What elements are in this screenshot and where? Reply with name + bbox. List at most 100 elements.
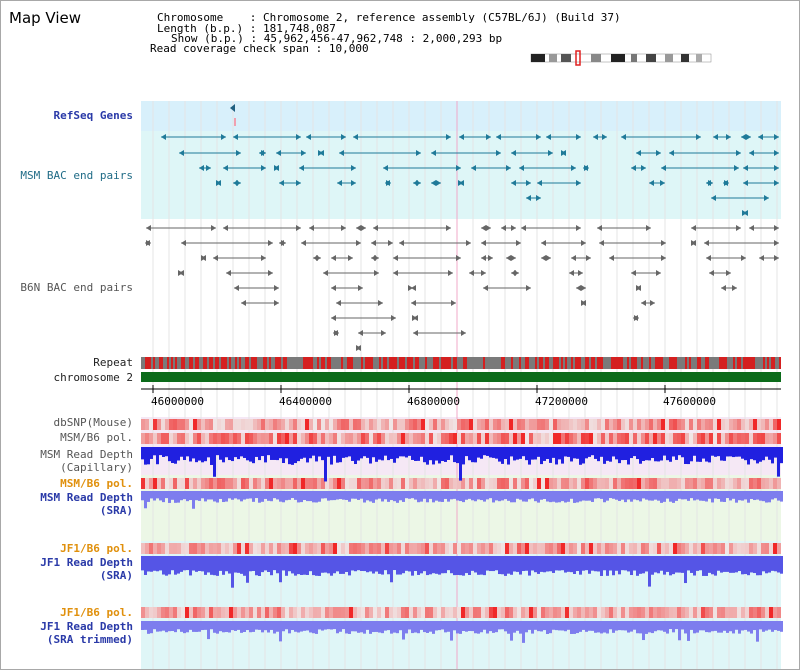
dbsnp-cell [425, 419, 429, 430]
b6n-bac-end-marker [331, 285, 336, 291]
jf1-depth-trim-bar [567, 621, 570, 630]
msm-b6-pol-cell [733, 433, 737, 444]
msm-depth-capillary-bar [711, 447, 714, 456]
msm-b6-pol-2-cell [457, 478, 461, 489]
msm-depth-capillary-bar [687, 447, 690, 465]
msm-b6-pol-2-cell [453, 478, 457, 489]
msm-bac-end-marker [436, 180, 441, 186]
jf1-b6-pol-cell [697, 543, 701, 554]
msm-b6-pol-2-cell [325, 478, 329, 489]
msm-depth-sra-bar [621, 491, 624, 500]
msm-depth-sra-bar [477, 491, 480, 500]
msm-b6-pol-2-cell [341, 478, 345, 489]
dbsnp-cell [261, 419, 265, 430]
jf1-b6-pol-2-cell [749, 607, 753, 618]
jf1-depth-trim-bar [690, 621, 693, 630]
jf1-b6-pol-cell [165, 543, 169, 554]
jf1-depth-trim-bar [387, 621, 390, 631]
msm-b6-pol-2-cell [149, 478, 153, 489]
b6n-bac-end-marker [516, 240, 521, 246]
b6n-bac-end-marker [576, 285, 581, 291]
msm-b6-pol-cell [369, 433, 373, 444]
msm-depth-capillary-bar [585, 447, 588, 459]
msm-depth-sra-bar [543, 491, 546, 499]
msm-depth-sra-bar [720, 491, 723, 502]
msm-b6-pol-cell [209, 433, 213, 444]
dbsnp-cell [713, 419, 717, 430]
repeat-element [367, 357, 369, 369]
jf1-b6-pol-2-cell [745, 607, 749, 618]
jf1-depth-sra-bar [660, 556, 663, 571]
msm-depth-capillary-bar [498, 447, 501, 462]
jf1-depth-sra-bar [696, 556, 699, 571]
msm-b6-pol-cell [645, 433, 649, 444]
msm-b6-pol-2-cell [353, 478, 357, 489]
msm-depth-sra-bar [339, 491, 342, 500]
b6n-bac-end-marker [374, 255, 379, 261]
msm-b6-pol-2-cell [401, 478, 405, 489]
b6n-bac-end-marker [586, 255, 591, 261]
jf1-b6-pol-2-cell [673, 607, 677, 618]
jf1-depth-sra-bar [531, 556, 534, 571]
repeat-element [183, 357, 185, 369]
msm-depth-capillary-bar [489, 447, 492, 458]
jf1-depth-sra-bar [621, 556, 624, 571]
b6n-bac-end-marker [569, 270, 574, 276]
msm-b6-pol-cell [673, 433, 677, 444]
msm-b6-pol-cell [325, 433, 329, 444]
dbsnp-cell [429, 419, 433, 430]
msm-depth-capillary-bar [282, 447, 285, 464]
ideogram-band [665, 54, 673, 62]
jf1-depth-trim-bar [492, 621, 495, 633]
track-label-refseq[interactable]: RefSeq Genes [53, 109, 133, 122]
jf1-b6-pol-2-cell [309, 607, 313, 618]
msm-depth-sra-bar [666, 491, 669, 499]
jf1-depth-trim-bar [174, 621, 177, 633]
jf1-b6-pol-cell [273, 543, 277, 554]
msm-b6-pol-2-cell [169, 478, 173, 489]
repeat-element [537, 357, 539, 369]
b6n-bac-end-marker [334, 330, 339, 336]
msm-b6-pol-2-cell [529, 478, 533, 489]
msm-b6-pol-2-cell [593, 478, 597, 489]
msm-b6-pol-cell [189, 433, 193, 444]
dbsnp-cell [449, 419, 453, 430]
msm-b6-pol-cell [301, 433, 305, 444]
msm-b6-pol-cell [681, 433, 685, 444]
b6n-bac-end-marker [511, 255, 516, 261]
repeat-element [535, 357, 537, 369]
msm-b6-pol-cell [205, 433, 209, 444]
msm-b6-pol-2-cell [541, 478, 545, 489]
msm-b6-pol-2-cell [361, 478, 365, 489]
chromosome-value: Chromosome 2, reference assembly (C57BL/… [262, 11, 621, 24]
jf1-b6-pol-cell [293, 543, 297, 554]
track-label-b6n-bac[interactable]: B6N BAC end pairs [20, 281, 133, 294]
msm-depth-sra-bar [369, 491, 372, 502]
repeat-element [441, 357, 443, 369]
repeat-element [305, 357, 307, 369]
msm-b6-pol-cell [685, 433, 689, 444]
jf1-depth-trim-bar [777, 621, 780, 631]
jf1-b6-pol-cell [477, 543, 481, 554]
repeat-element [641, 357, 643, 369]
repeat-element [385, 357, 387, 369]
b6n-bac-end-marker [309, 225, 314, 231]
msm-depth-sra-bar [513, 491, 516, 503]
jf1-b6-pol-cell [713, 543, 717, 554]
msm-depth-sra-bar [321, 491, 324, 499]
jf1-depth-trim-bar [393, 621, 396, 633]
msm-depth-sra-bar [303, 491, 306, 501]
msm-b6-pol-cell [657, 433, 661, 444]
msm-depth-sra-bar [177, 491, 180, 503]
jf1-b6-pol-cell [545, 543, 549, 554]
track-label-msm-bac[interactable]: MSM BAC end pairs [20, 169, 133, 182]
jf1-b6-pol-cell [337, 543, 341, 554]
dbsnp-cell [145, 419, 149, 430]
jf1-depth-sra-bar [633, 556, 636, 571]
msm-b6-pol-2-cell [437, 478, 441, 489]
repeat-element [765, 357, 767, 369]
jf1-b6-pol-2-cell [361, 607, 365, 618]
jf1-b6-pol-cell [401, 543, 405, 554]
msm-bac-end-marker [758, 134, 763, 140]
